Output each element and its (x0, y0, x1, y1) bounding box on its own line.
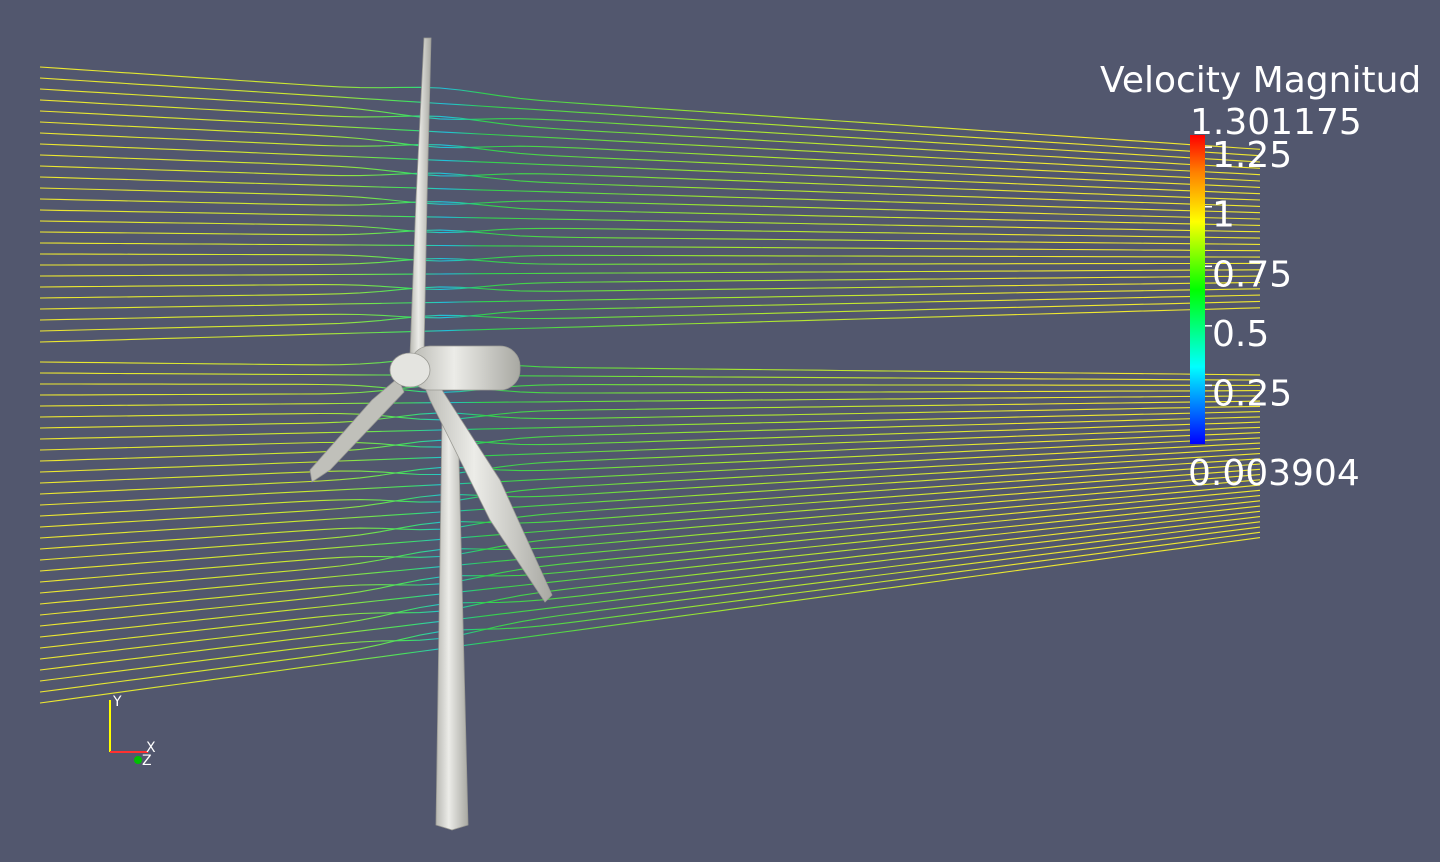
streamline (39, 288, 1261, 310)
streamline (39, 66, 1261, 150)
streamline (39, 269, 1261, 277)
tower (435, 419, 469, 831)
streamline (39, 416, 1261, 451)
legend-max: 1.301175 (1190, 102, 1362, 143)
streamline (39, 99, 1261, 169)
blade-up (409, 37, 432, 357)
legend-min: 0.003904 (1188, 453, 1360, 494)
streamline (39, 531, 1261, 693)
z-axis (134, 756, 142, 764)
turbine (309, 37, 553, 831)
x-label: X (146, 740, 156, 756)
streamline (39, 88, 1261, 163)
streamline (39, 458, 1261, 539)
streamline (39, 395, 1261, 407)
streamline (39, 275, 1261, 290)
streamline (39, 426, 1261, 473)
streamline (39, 437, 1261, 495)
streamline (39, 154, 1261, 201)
streamline (39, 385, 1261, 396)
tick-label: 0.75 (1212, 254, 1292, 295)
streamline (39, 187, 1261, 220)
streamline (39, 132, 1261, 188)
streamline (39, 421, 1261, 462)
streamline (39, 209, 1261, 233)
streamline (39, 405, 1261, 429)
streamline (39, 474, 1261, 572)
streamline (39, 432, 1261, 484)
streamline (39, 307, 1261, 343)
y-label: Y (112, 694, 122, 710)
tick-label: 0.5 (1212, 314, 1269, 355)
streamline (39, 521, 1261, 671)
streamline (39, 442, 1261, 506)
streamline (39, 516, 1261, 660)
hub (389, 352, 431, 388)
streamline (40, 257, 1260, 266)
streamline (39, 176, 1261, 214)
streamline (39, 253, 1261, 262)
streamline (39, 505, 1261, 638)
blade-left (309, 377, 405, 483)
streamline (39, 300, 1261, 332)
tick-label: 1.25 (1212, 135, 1292, 176)
streamline (39, 77, 1261, 157)
streamline (39, 453, 1261, 528)
color-legend: Velocity Magnitud 1.301175 0.003904 1.25… (1100, 60, 1421, 494)
streamline (39, 110, 1261, 176)
streamline (40, 383, 1260, 394)
streamline (39, 400, 1261, 421)
streamline (39, 220, 1261, 239)
blade-down (421, 379, 553, 603)
streamline (39, 463, 1261, 550)
streamline (39, 479, 1261, 583)
streamline (39, 281, 1261, 299)
streamline (39, 143, 1261, 195)
tick-label: 0.25 (1212, 373, 1292, 414)
legend-title: Velocity Magnitud (1100, 60, 1421, 101)
streamline (39, 489, 1261, 605)
z-label: Z (142, 753, 152, 769)
streamline (39, 526, 1261, 682)
streamline (39, 484, 1261, 594)
streamline (39, 411, 1261, 440)
streamline (39, 510, 1261, 649)
streamline (39, 198, 1261, 226)
color-scale (1190, 135, 1205, 444)
axes-triad: Y X Z (109, 694, 156, 769)
streamline (39, 500, 1261, 627)
streamline (39, 495, 1261, 616)
tick-label: 1 (1212, 195, 1235, 236)
streamline (39, 165, 1261, 207)
streamline (39, 468, 1261, 561)
streamline (39, 229, 1261, 245)
streamline (39, 447, 1261, 517)
streamline (39, 294, 1261, 321)
streamline (39, 357, 1261, 376)
streamline (39, 121, 1261, 182)
streamline (39, 537, 1261, 704)
streamline (39, 372, 1261, 381)
streamlines (39, 66, 1261, 704)
streamline (39, 242, 1261, 252)
